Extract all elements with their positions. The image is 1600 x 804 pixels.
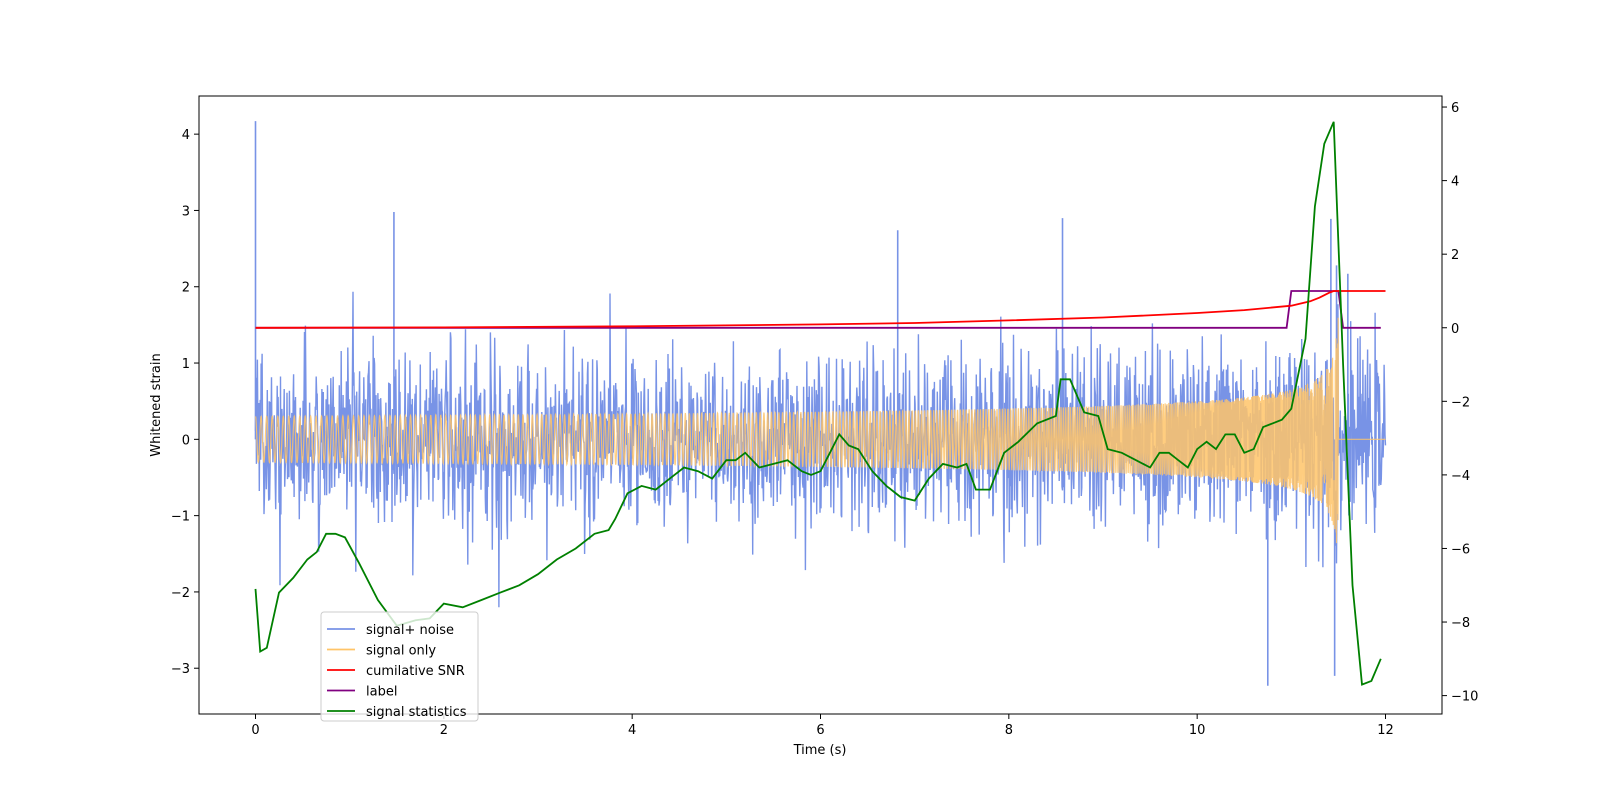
- y-right-tick-label: 6: [1451, 101, 1459, 116]
- series-line-cumulative-snr: [255, 290, 1386, 329]
- x-tick-label: 0: [251, 723, 259, 738]
- x-tick-label: 4: [628, 723, 636, 738]
- x-tick-label: 8: [1005, 723, 1013, 738]
- x-tick-label: 6: [816, 723, 824, 738]
- legend-label: label: [366, 685, 397, 700]
- y-right-tick-label: −10: [1451, 690, 1478, 705]
- series-line-signal-statistics: [254, 121, 1382, 686]
- y-axis-left: −3 −2 −1 0 1 2 3 4: [171, 128, 199, 677]
- y-left-tick-label: −2: [171, 586, 190, 601]
- x-axis: 0 2 4 6 8 10 12: [251, 714, 1394, 738]
- legend-box: [320, 611, 479, 722]
- x-tick-label: 2: [440, 723, 448, 738]
- legend: signal+ noise signal only cumilative SNR la…: [320, 611, 479, 722]
- y-axis-right: −10 −8 −6 −4 −2 0 2 4 6: [1442, 101, 1478, 705]
- series-line-signal-only: [254, 317, 1386, 544]
- y-right-tick-label: −6: [1451, 542, 1470, 557]
- legend-label: signal only: [366, 644, 436, 659]
- y-left-tick-label: 2: [182, 281, 190, 296]
- y-right-tick-label: 0: [1451, 322, 1459, 337]
- x-tick-label: 12: [1377, 723, 1394, 738]
- y-right-tick-label: 2: [1451, 248, 1459, 263]
- x-tick-label: 10: [1189, 723, 1206, 738]
- y-left-tick-label: 0: [182, 433, 190, 448]
- y-right-tick-label: −4: [1451, 469, 1470, 484]
- legend-label: signal statistics: [366, 705, 467, 720]
- x-axis-label: Time (s): [793, 743, 847, 758]
- y-right-tick-label: −8: [1451, 616, 1470, 631]
- legend-label: signal+ noise: [366, 623, 454, 638]
- y-left-tick-label: 4: [182, 128, 190, 143]
- y-right-tick-label: 4: [1451, 175, 1459, 190]
- series-line-label: [255, 290, 1381, 329]
- y-left-tick-label: 1: [182, 357, 190, 372]
- y-left-tick-label: −1: [171, 510, 190, 525]
- series-layer: [254, 121, 1387, 686]
- y-right-tick-label: −2: [1451, 395, 1470, 410]
- y-axis-label: Whitened strain: [149, 353, 164, 456]
- y-left-tick-label: 3: [182, 204, 190, 219]
- y-left-tick-label: −3: [171, 662, 190, 677]
- series-line-signal-noise: [254, 291, 1387, 608]
- legend-label: cumilative SNR: [366, 664, 465, 679]
